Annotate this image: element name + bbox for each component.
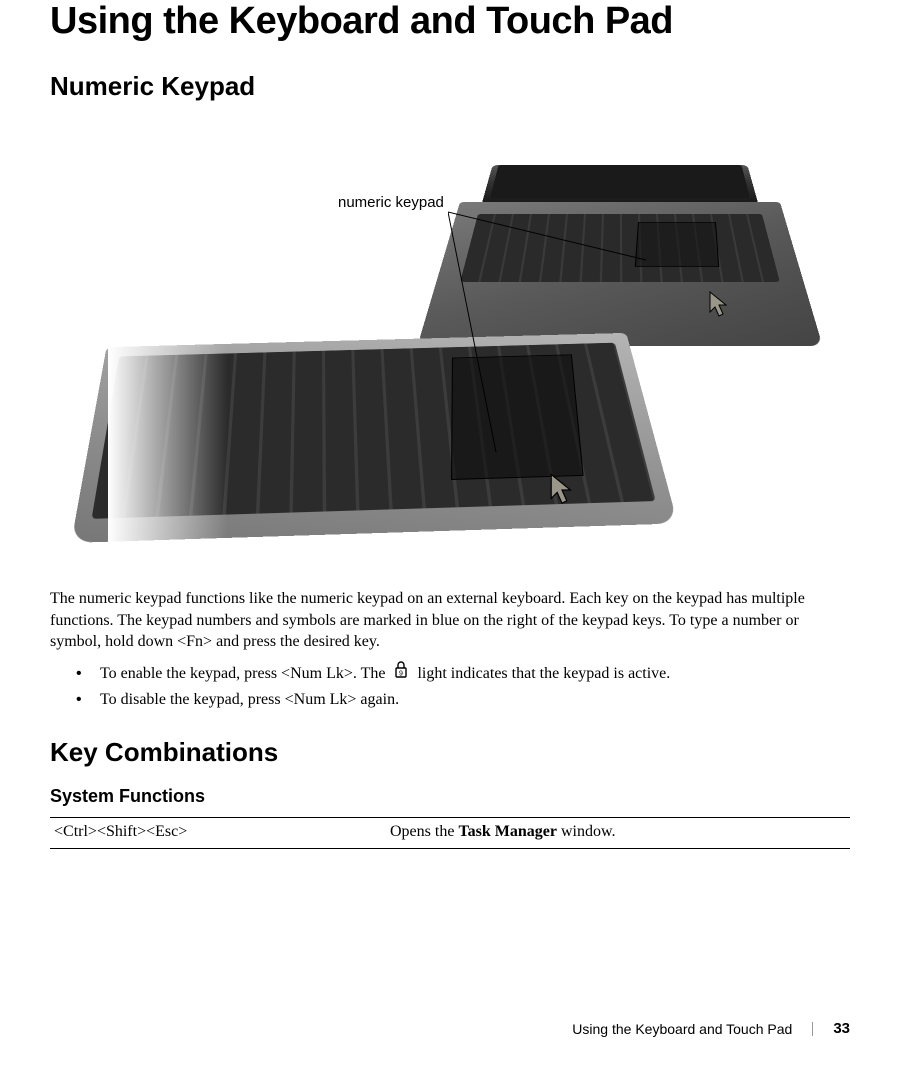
key-combo-cell: <Ctrl><Shift><Esc> [50, 818, 386, 849]
cursor-icon [704, 290, 734, 325]
section-numeric-keypad: Numeric Keypad [50, 71, 850, 102]
bullet-list: • To enable the keypad, press <Num Lk>. … [50, 661, 850, 713]
numlock-icon: 9 [393, 661, 409, 688]
laptop-numpad-highlight [635, 222, 719, 267]
key-combinations-table: <Ctrl><Shift><Esc> Opens the Task Manage… [50, 817, 850, 849]
section-key-combinations: Key Combinations [50, 737, 850, 768]
svg-text:9: 9 [400, 670, 404, 677]
key-desc-cell: Opens the Task Manager window. [386, 818, 850, 849]
page-footer: Using the Keyboard and Touch Pad 33 [572, 1020, 850, 1037]
footer-divider [812, 1022, 813, 1036]
cursor-icon [544, 472, 580, 513]
subsection-system-functions: System Functions [50, 786, 850, 807]
bullet-text: To enable the keypad, press <Num Lk>. Th… [100, 661, 670, 688]
figure-numeric-keypad: numeric keypad [50, 120, 850, 560]
callout-label: numeric keypad [338, 194, 444, 211]
paragraph-numeric-keypad: The numeric keypad functions like the nu… [50, 588, 850, 653]
footer-page-number: 33 [833, 1020, 850, 1037]
list-item: • To disable the keypad, press <Num Lk> … [50, 687, 850, 713]
bullet-text: To disable the keypad, press <Num Lk> ag… [100, 687, 399, 713]
footer-title: Using the Keyboard and Touch Pad [572, 1021, 792, 1037]
page-title: Using the Keyboard and Touch Pad [50, 0, 850, 43]
bullet-icon: • [76, 661, 100, 687]
table-row: <Ctrl><Shift><Esc> Opens the Task Manage… [50, 818, 850, 849]
external-numpad-highlight [451, 354, 584, 480]
list-item: • To enable the keypad, press <Num Lk>. … [50, 661, 850, 688]
bullet-icon: • [76, 687, 100, 713]
